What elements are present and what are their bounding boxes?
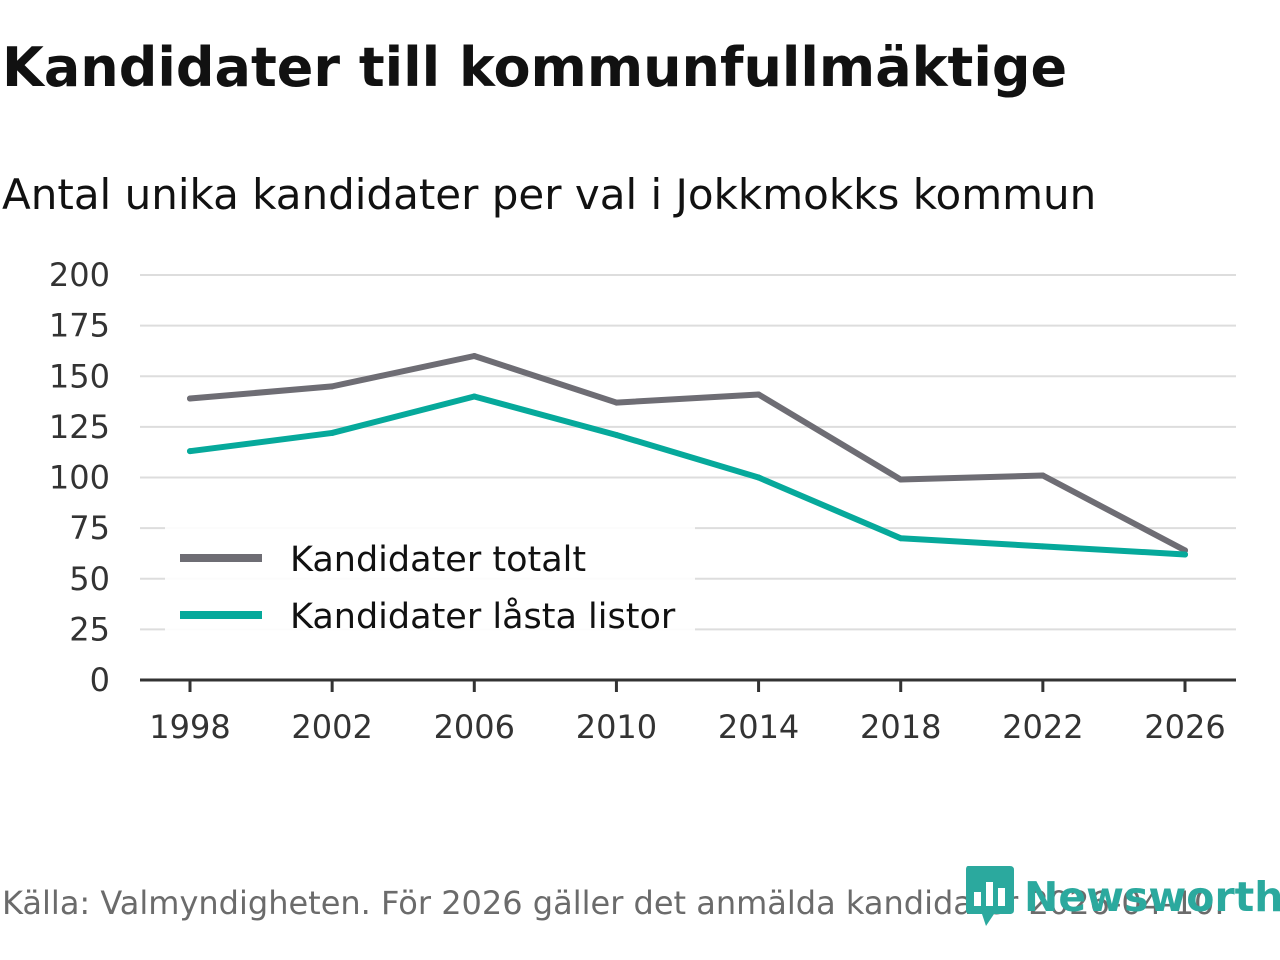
x-tick-label-2014: 2014 bbox=[718, 708, 799, 746]
legend-label-1: Kandidater totalt bbox=[290, 540, 586, 580]
y-tick-label-150: 150 bbox=[49, 357, 110, 395]
data-point-1-2014 bbox=[755, 391, 762, 398]
legend-background bbox=[165, 526, 695, 648]
data-point-1-2006 bbox=[471, 353, 478, 359]
series-lines bbox=[187, 353, 1188, 558]
data-point-1-2002 bbox=[329, 383, 336, 390]
legend-label-2: Kandidater låsta listor bbox=[290, 596, 676, 637]
y-tick-label-50: 50 bbox=[69, 560, 110, 598]
x-axis: 1998 2002 2006 2010 2014 2018 2022 2026 bbox=[140, 678, 1236, 746]
data-point-2-2010 bbox=[613, 431, 620, 438]
data-point-1-2022 bbox=[1039, 472, 1046, 479]
y-axis-ticks: 0 25 50 75 100 125 150 175 200 bbox=[49, 256, 110, 699]
x-tick-label-2010: 2010 bbox=[576, 708, 657, 746]
data-point-2-1998 bbox=[187, 448, 193, 455]
y-tick-label-200: 200 bbox=[49, 256, 110, 294]
x-tick-label-1998: 1998 bbox=[149, 708, 230, 746]
data-point-2-2026 bbox=[1182, 551, 1188, 558]
data-point-2-2006 bbox=[471, 393, 478, 400]
data-point-1-2018 bbox=[897, 476, 904, 483]
x-tick-label-2026: 2026 bbox=[1144, 708, 1225, 746]
data-point-2-2022 bbox=[1039, 543, 1046, 550]
source-note: Källa: Valmyndigheten. För 2026 gäller d… bbox=[2, 884, 1225, 922]
y-tick-label-125: 125 bbox=[49, 408, 110, 446]
y-tick-label-25: 25 bbox=[69, 610, 110, 648]
x-tick-label-2018: 2018 bbox=[860, 708, 941, 746]
y-tick-label-175: 175 bbox=[49, 307, 110, 345]
data-point-2-2002 bbox=[329, 429, 336, 436]
newsworthy-logo: Newsworthy bbox=[964, 862, 1280, 932]
data-point-2-2014 bbox=[755, 474, 762, 481]
x-tick-label-2022: 2022 bbox=[1002, 708, 1083, 746]
chart-title: Kandidater till kommunfullmäktige bbox=[2, 36, 1068, 99]
legend: Kandidater totalt Kandidater låsta listor bbox=[165, 526, 695, 648]
newsworthy-logo-icon bbox=[966, 866, 1014, 926]
series-line-2 bbox=[187, 393, 1188, 558]
x-tick-label-2002: 2002 bbox=[291, 708, 372, 746]
y-tick-label-75: 75 bbox=[69, 509, 110, 547]
y-tick-label-0: 0 bbox=[90, 661, 110, 699]
x-tick-label-2006: 2006 bbox=[434, 708, 515, 746]
series-line-1 bbox=[187, 353, 1188, 554]
chart-subtitle: Antal unika kandidater per val i Jokkmok… bbox=[2, 170, 1097, 219]
y-tick-label-100: 100 bbox=[49, 459, 110, 497]
data-point-2-2018 bbox=[897, 535, 904, 542]
data-point-1-2010 bbox=[613, 399, 620, 406]
brand-name: Newsworthy bbox=[1024, 873, 1280, 921]
data-point-1-1998 bbox=[187, 395, 193, 402]
